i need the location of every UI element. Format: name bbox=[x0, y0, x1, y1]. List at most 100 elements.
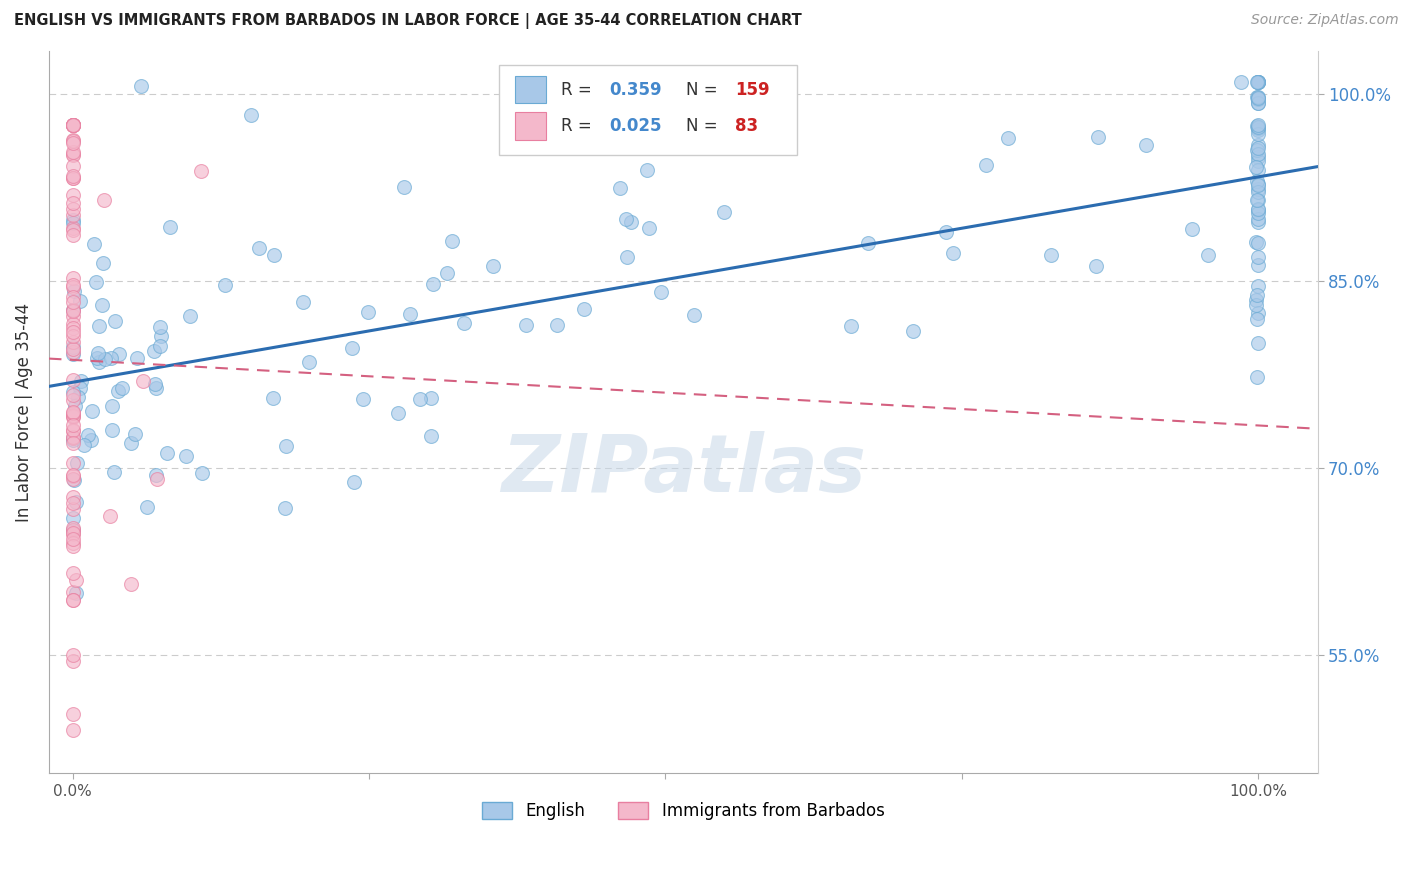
Point bbox=[62, 119, 84, 133]
Point bbox=[1247, 121, 1270, 136]
Point bbox=[62, 342, 84, 356]
Point bbox=[276, 439, 298, 453]
Point bbox=[1246, 90, 1268, 104]
Point bbox=[62, 202, 84, 217]
Point bbox=[62, 525, 84, 540]
Point bbox=[62, 170, 84, 185]
Point bbox=[1087, 129, 1109, 144]
Point bbox=[62, 423, 84, 437]
Legend: English, Immigrants from Barbados: English, Immigrants from Barbados bbox=[475, 795, 891, 827]
Point bbox=[387, 406, 409, 420]
Point bbox=[70, 374, 93, 388]
Point bbox=[1247, 75, 1270, 89]
Text: R =: R = bbox=[561, 117, 592, 135]
Point bbox=[292, 294, 315, 309]
Point bbox=[1247, 215, 1270, 229]
Point bbox=[86, 275, 108, 289]
Point bbox=[453, 316, 475, 330]
Point bbox=[62, 195, 84, 210]
Point bbox=[82, 404, 104, 418]
Point bbox=[214, 277, 236, 292]
Point bbox=[62, 431, 84, 445]
Point bbox=[69, 381, 91, 395]
Point bbox=[1247, 185, 1270, 199]
Point bbox=[1246, 119, 1268, 133]
Point bbox=[1247, 250, 1270, 264]
Point bbox=[174, 449, 197, 463]
Point bbox=[409, 392, 432, 406]
Point bbox=[103, 465, 125, 479]
Point bbox=[1198, 248, 1220, 262]
Point bbox=[62, 222, 84, 236]
Text: Source: ZipAtlas.com: Source: ZipAtlas.com bbox=[1251, 13, 1399, 28]
Point bbox=[62, 271, 84, 285]
Point bbox=[145, 381, 167, 395]
Point bbox=[62, 119, 84, 133]
Point bbox=[62, 435, 84, 450]
Point bbox=[62, 345, 84, 359]
Point bbox=[357, 305, 380, 319]
Point bbox=[997, 130, 1019, 145]
Point bbox=[62, 171, 84, 186]
Point bbox=[62, 384, 84, 399]
Point bbox=[62, 347, 84, 361]
Point bbox=[120, 576, 142, 591]
Point bbox=[62, 169, 84, 183]
Point bbox=[1246, 75, 1268, 89]
Point bbox=[159, 219, 181, 234]
Point bbox=[482, 259, 505, 273]
Point bbox=[62, 119, 84, 133]
Point bbox=[1247, 235, 1270, 250]
Point bbox=[340, 341, 363, 355]
Point bbox=[62, 417, 84, 432]
Point bbox=[620, 215, 643, 229]
Point bbox=[1040, 248, 1063, 262]
Point bbox=[1246, 75, 1268, 89]
Point bbox=[62, 317, 84, 331]
Point bbox=[1247, 123, 1270, 137]
Point bbox=[676, 109, 699, 123]
Point bbox=[62, 388, 84, 402]
Point bbox=[62, 648, 84, 662]
Point bbox=[1247, 278, 1270, 293]
Point bbox=[62, 119, 84, 133]
Point bbox=[62, 213, 84, 227]
Text: ZIPatlas: ZIPatlas bbox=[501, 431, 866, 508]
Point bbox=[62, 424, 84, 438]
Point bbox=[125, 351, 148, 366]
Point bbox=[62, 285, 84, 299]
Point bbox=[62, 593, 84, 607]
Point bbox=[62, 294, 84, 309]
Point bbox=[62, 523, 84, 537]
Point bbox=[1247, 92, 1270, 106]
Point bbox=[62, 145, 84, 160]
Point bbox=[616, 251, 638, 265]
Point bbox=[124, 426, 146, 441]
Point bbox=[191, 466, 214, 480]
Point bbox=[1244, 235, 1267, 249]
Point bbox=[247, 241, 270, 255]
Point bbox=[1247, 305, 1270, 319]
Point bbox=[190, 164, 212, 178]
Point bbox=[91, 256, 114, 270]
Point bbox=[636, 162, 658, 177]
Point bbox=[62, 723, 84, 737]
Point bbox=[1246, 143, 1268, 157]
Point bbox=[62, 329, 84, 343]
Point bbox=[1246, 312, 1268, 326]
Point bbox=[1246, 202, 1268, 217]
Point bbox=[62, 536, 84, 550]
Point bbox=[1246, 370, 1268, 384]
Point bbox=[62, 430, 84, 444]
Point bbox=[901, 325, 924, 339]
Point bbox=[62, 393, 84, 408]
Point bbox=[63, 473, 86, 487]
Point bbox=[129, 79, 152, 94]
Point bbox=[1247, 141, 1270, 155]
Point bbox=[62, 290, 84, 304]
Point bbox=[62, 523, 84, 537]
Point bbox=[62, 119, 84, 133]
Point bbox=[62, 320, 84, 334]
Point bbox=[62, 227, 84, 242]
Point bbox=[62, 147, 84, 161]
